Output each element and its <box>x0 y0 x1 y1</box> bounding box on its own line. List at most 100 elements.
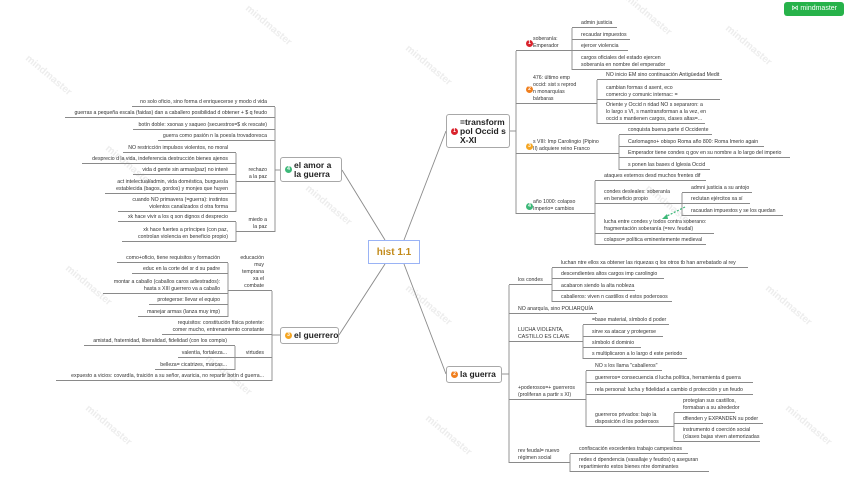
node-text: montar a caballo (caballos caros adiestr… <box>113 279 220 292</box>
leaf-node[interactable]: colapso= política eminentemente medieval <box>595 237 706 245</box>
leaf-node[interactable]: manejar armas (lanza muy imp) <box>138 309 228 317</box>
leaf-node[interactable]: guerra como pasión n la poesía trovadore… <box>158 133 275 141</box>
leaf-node[interactable]: admin justicia <box>572 20 617 28</box>
leaf-node[interactable]: protegerse: llevar el equipo <box>149 297 228 305</box>
node-text: manejar armas (lanza muy imp) <box>147 309 220 315</box>
leaf-node[interactable]: confiscación excedentes trabajo campesin… <box>570 446 688 454</box>
leaf-node[interactable]: cargos oficiales del estado ejercen sobe… <box>572 55 670 70</box>
branch-miedo-paz[interactable]: miedo a la paz <box>236 217 275 232</box>
node-text: ejercer violencia <box>581 43 619 49</box>
leaf-node[interactable]: condes desleales: soberanía en beneficio… <box>595 189 682 204</box>
leaf-node[interactable]: desprecio d la vida, indeferencia destru… <box>82 156 236 164</box>
leaf-node[interactable]: luchan ntre ellos xa obtener las riqueza… <box>552 260 748 268</box>
node-text: racaudan impuestos y se los quedan <box>691 208 776 214</box>
node-text: Emperador tiene condes q gov en su nombr… <box>628 150 782 156</box>
leaf-node[interactable]: reclutan ejércitos xa sí <box>682 196 750 204</box>
leaf-node[interactable]: acabaron siendo la alta nobleza <box>552 283 635 291</box>
connector-line <box>664 206 686 218</box>
leaf-node[interactable]: caballeros: viven n castillos d estos po… <box>552 294 672 302</box>
leaf-node[interactable]: belleza= cicatrizes, marcas... <box>155 362 235 370</box>
branch-virtudes[interactable]: virtudes <box>235 350 272 358</box>
leaf-node[interactable]: cuando NO primavera (=guerra): instintos… <box>118 197 236 212</box>
node-text: NO restricción impulsos violentos, no mo… <box>128 145 228 151</box>
leaf-node[interactable]: sirve xa atacar y protegerse <box>583 329 663 337</box>
branch-educacion[interactable]: educación muy temprana xa el combate <box>228 255 272 291</box>
leaf-node[interactable]: ataques externos desd muchos frentes dif <box>595 173 706 181</box>
leaf-node[interactable]: act intelectual/admin, vida doméstica, b… <box>105 179 236 194</box>
node-text: botín doble: xsonas y saqueo (secuestros… <box>138 122 267 128</box>
leaf-node[interactable]: guerreros= consecuencia d lucha política… <box>586 375 753 383</box>
leaf-node[interactable]: =base material, símbolo d poder <box>583 317 669 325</box>
leaf-node[interactable]: lucha entre condes y todos contra sobera… <box>595 219 714 234</box>
branch-requisitos[interactable]: requisitos: constitución física potente:… <box>162 320 272 335</box>
leaf-node[interactable]: rela personal: lucha y fidelidad a cambi… <box>586 387 753 395</box>
branch-476[interactable]: 2 476: último emp occid: sist s reprod n … <box>516 75 597 104</box>
leaf-node[interactable]: dfienden y EXPANDEN su poder <box>674 416 763 424</box>
topic-transform-pol-occid[interactable]: 1 =transform pol Occid s X-XI <box>446 114 510 148</box>
leaf-node[interactable]: conquista buena parte d Occidente <box>619 127 712 135</box>
node-text: símbolo d dominio <box>592 340 635 346</box>
node-text: belleza= cicatrizes, marcas... <box>160 362 227 368</box>
leaf-node[interactable]: NO restricción impulsos violentos, no mo… <box>123 145 236 153</box>
branch-castillo[interactable]: LUCHA VIOLENTA, CASTILLO ES CLAVE <box>509 327 583 342</box>
leaf-node[interactable]: redes d dpendencia (vasallaje y feudos) … <box>570 457 709 472</box>
leaf-node[interactable]: racaudan impuestos y se los quedan <box>682 208 783 216</box>
branch-soberania[interactable]: 1 soberanía: Emperador <box>516 36 572 51</box>
central-topic[interactable]: hist 1.1 <box>368 240 420 264</box>
leaf-node[interactable]: cambian formas d asent, eco comercio y c… <box>597 85 720 100</box>
leaf-node[interactable]: símbolo d dominio <box>583 340 641 348</box>
leaf-node[interactable]: botín doble: xsonas y saqueo (secuestros… <box>133 122 275 130</box>
mindmaster-brand-button[interactable]: ⋈ mindmaster <box>784 2 844 16</box>
leaf-node[interactable]: descendientes altos cargos imp carolingi… <box>552 271 664 279</box>
node-text: NO anarquía, sino POLIARQUÍA <box>518 306 594 312</box>
leaf-node[interactable]: valentía, fortaleza... <box>178 350 235 358</box>
node-text: LUCHA VIOLENTA, CASTILLO ES CLAVE <box>518 327 570 340</box>
leaf-node[interactable]: como+oficio, tiene requisitos y formació… <box>117 255 228 263</box>
node-text: s ponen las bases d Iglesia Occid <box>628 162 706 168</box>
node-text: miedo a la paz <box>248 217 267 230</box>
node-text: sirve xa atacar y protegerse <box>592 329 657 335</box>
connector-line <box>403 263 447 375</box>
branch-ano-1000[interactable]: 4 año 1000: colapso Imperio= cambios <box>516 199 595 214</box>
leaf-node[interactable]: educ en la corte del sr d su padre <box>132 266 228 274</box>
branch-rev-feudal[interactable]: rev feudal= nuevo régimen social <box>509 448 570 463</box>
topic-label: =transform pol Occid s X-XI <box>460 116 506 145</box>
leaf-node[interactable]: ejercer violencia <box>572 43 628 51</box>
leaf-node[interactable]: instrumento d coerción social (clases ba… <box>674 427 760 442</box>
leaf-node[interactable]: protegían sus castillos, formaban a su a… <box>674 398 740 413</box>
leaf-node[interactable]: recaudar impuestos <box>572 32 630 40</box>
node-text: cambian formas d asent, eco comercio y c… <box>606 85 678 98</box>
leaf-node[interactable]: NO inicio EM sino continuación Antigüeda… <box>597 72 722 80</box>
leaf-node[interactable]: s ponen las bases d Iglesia Occid <box>619 162 710 170</box>
topic-el-amor-a-la-guerra[interactable]: 4 el amor a la guerra <box>280 157 342 182</box>
leaf-node[interactable]: NO s los llama "caballeros" <box>586 363 662 371</box>
node-text: rela personal: lucha y fidelidad a cambi… <box>595 387 743 393</box>
leaf-node[interactable]: guerras a pequeña escala (faidas) dan a … <box>65 110 275 118</box>
leaf-node[interactable]: Emperador tiene condes q gov en su nombr… <box>619 150 790 158</box>
leaf-node[interactable]: vida d gente sin armas(paz) no interé <box>133 167 236 175</box>
leaf-node[interactable]: guerreros privados: bajo la disposición … <box>586 412 674 427</box>
branch-poderosos[interactable]: +poderosos=+ guerreros (proliferan a par… <box>509 385 586 400</box>
priority-4-icon: 4 <box>526 203 533 210</box>
node-text: requisitos: constitución física potente:… <box>172 320 264 333</box>
branch-vicios[interactable]: expuesto a vicios: covardía, traición a … <box>56 373 272 381</box>
node-text: cargos oficiales del estado ejercen sobe… <box>581 55 666 68</box>
leaf-node[interactable]: Carlomagno+ obispo Roma año 800: Roma Im… <box>619 139 764 147</box>
leaf-node[interactable]: xk hace vivir a los q son dignos d despr… <box>118 214 236 222</box>
leaf-node[interactable]: no solo oficio, sino forma d enriquecers… <box>132 99 275 107</box>
leaf-node[interactable]: admni justicia a su antojo <box>682 185 752 193</box>
node-text: cuando NO primavera (=guerra): instintos… <box>132 197 228 210</box>
leaf-node[interactable]: s multiplicaron a lo largo d este period… <box>583 351 687 359</box>
leaf-node[interactable]: Oriente y Occid n ridad NO s separaron: … <box>597 102 706 124</box>
node-text: valentía, fortaleza... <box>181 350 227 356</box>
topic-el-guerrero[interactable]: 3 el guerrero <box>280 327 339 344</box>
branch-poliarquia[interactable]: NO anarquía, sino POLIARQUÍA <box>509 306 597 314</box>
topic-la-guerra[interactable]: 2 la guerra <box>446 366 502 383</box>
leaf-node[interactable]: xk hace fuertes a príncipes (con paz, co… <box>122 227 236 242</box>
leaf-node[interactable]: montar a caballo (caballos caros adiestr… <box>103 279 228 294</box>
branch-los-condes[interactable]: los condes <box>509 277 552 285</box>
topic-label: el guerrero <box>294 330 339 340</box>
leaf-node[interactable]: amistad, fraternidad, liberalidad, fidel… <box>84 338 235 346</box>
branch-rechazo-paz[interactable]: rechazo a la paz <box>236 167 275 182</box>
